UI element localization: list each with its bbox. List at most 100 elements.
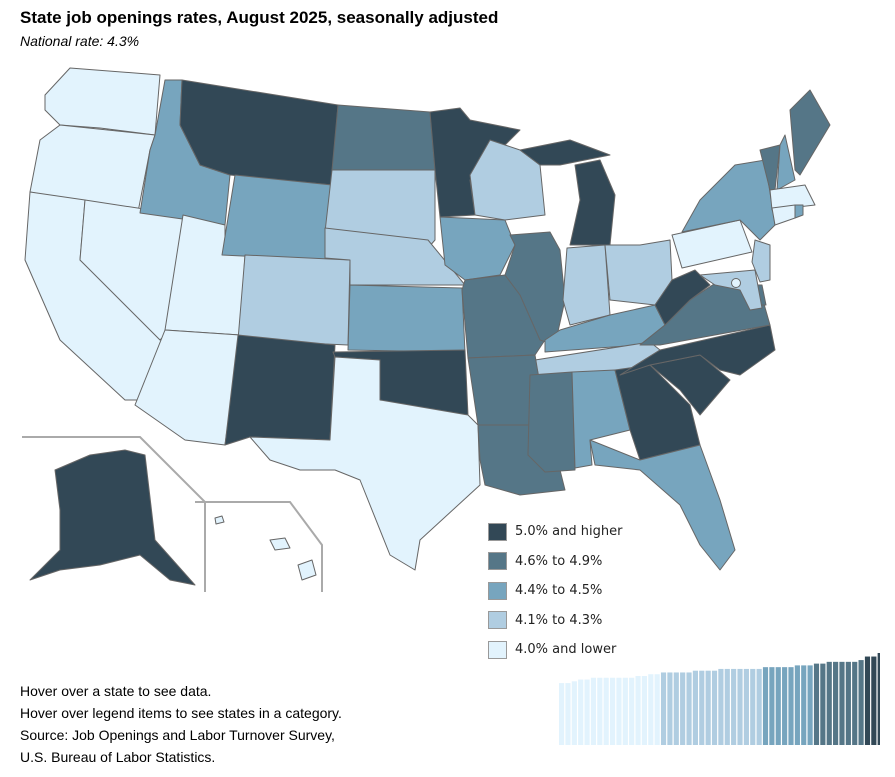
distribution-bar[interactable] [629, 677, 635, 745]
distribution-bar[interactable] [597, 677, 603, 745]
note-source: Source: Job Openings and Labor Turnover … [20, 727, 335, 743]
distribution-bar[interactable] [820, 663, 826, 745]
distribution-bar[interactable] [571, 681, 577, 745]
legend-item-4-6-to-4-9[interactable]: 4.6% to 4.9% [488, 547, 622, 577]
state-ms[interactable] [527, 371, 576, 473]
state-nm[interactable] [224, 334, 336, 446]
distribution-bar[interactable] [590, 677, 597, 745]
state-mi[interactable] [569, 159, 616, 246]
legend-item-4-0-and-lower[interactable]: 4.0% and lower [488, 635, 622, 665]
distribution-bar[interactable] [692, 670, 698, 745]
distribution-bar[interactable] [839, 661, 845, 745]
distribution-bar[interactable] [813, 663, 820, 745]
distribution-bar[interactable] [559, 683, 565, 745]
distribution-bar[interactable] [762, 667, 769, 745]
state-wi[interactable] [469, 139, 546, 221]
state-nd[interactable] [331, 104, 436, 171]
distribution-bar[interactable] [845, 661, 851, 745]
state-mn[interactable] [429, 107, 521, 218]
state-md[interactable] [699, 269, 763, 311]
distribution-bar[interactable] [871, 656, 877, 745]
distribution-bar[interactable] [654, 674, 660, 745]
state-pa[interactable] [671, 219, 753, 269]
distribution-bar[interactable] [686, 672, 692, 745]
distribution-bar[interactable] [609, 677, 616, 745]
distribution-bar[interactable] [616, 677, 622, 745]
legend-label: 4.1% to 4.3% [515, 612, 603, 628]
distribution-bar[interactable] [826, 661, 832, 745]
distribution-bar[interactable] [833, 661, 839, 745]
state-ri[interactable] [794, 204, 804, 219]
state-wy[interactable] [221, 174, 333, 261]
distribution-bar[interactable] [858, 660, 864, 745]
distribution-bar[interactable] [750, 668, 756, 745]
distribution-bar[interactable] [718, 668, 724, 745]
distribution-bar[interactable] [711, 670, 718, 745]
distribution-bar[interactable] [641, 676, 648, 745]
state-me[interactable] [789, 89, 831, 176]
distribution-bar[interactable] [622, 677, 628, 745]
map-title: State job openings rates, August 2025, s… [20, 8, 499, 27]
state-ma[interactable] [769, 184, 816, 211]
distribution-bar[interactable] [578, 679, 584, 745]
distribution-bar[interactable] [565, 683, 571, 745]
state-nh[interactable] [776, 134, 796, 191]
legend-label: 4.4% to 4.5% [515, 583, 603, 599]
distribution-bar[interactable] [782, 667, 788, 745]
state-fl[interactable] [589, 439, 736, 571]
distribution-bar[interactable] [648, 674, 654, 745]
inset-frame [22, 436, 206, 592]
state-tx[interactable] [249, 356, 481, 571]
legend-item-5-0-and-higher[interactable]: 5.0% and higher [488, 517, 622, 547]
notes: Hover over a state to see data. Hover ov… [20, 680, 342, 768]
legend: 5.0% and higher 4.6% to 4.9% 4.4% to 4.5… [488, 517, 622, 665]
distribution-bar[interactable] [603, 677, 609, 745]
state-ks[interactable] [347, 284, 466, 353]
distribution-bar[interactable] [794, 665, 800, 745]
distribution-bar[interactable] [660, 672, 667, 745]
state-wa[interactable] [44, 67, 161, 136]
distribution-bar[interactable] [756, 668, 762, 745]
distribution-bar[interactable] [705, 670, 711, 745]
state-in[interactable] [562, 244, 611, 326]
note-source-agency: U.S. Bureau of Labor Statistics. [20, 749, 216, 765]
distribution-bar[interactable] [775, 667, 781, 745]
distribution-bar[interactable] [731, 668, 737, 745]
state-hi[interactable] [214, 515, 225, 525]
distribution-bar[interactable] [673, 672, 679, 745]
legend-item-4-1-to-4-3[interactable]: 4.1% to 4.3% [488, 606, 622, 636]
distribution-bar[interactable] [864, 656, 871, 745]
state-dc[interactable] [731, 278, 741, 288]
distribution-bar[interactable] [877, 653, 880, 745]
state-nc[interactable] [619, 324, 776, 376]
state-co[interactable] [237, 254, 351, 346]
state-nj[interactable] [751, 239, 771, 283]
legend-label: 4.6% to 4.9% [515, 553, 603, 569]
distribution-bar[interactable] [680, 672, 686, 745]
distribution-bar[interactable] [724, 668, 730, 745]
distribution-bar[interactable] [769, 667, 775, 745]
distribution-bar[interactable] [635, 676, 641, 745]
state-ct[interactable] [771, 204, 796, 226]
state-ak[interactable] [29, 449, 196, 586]
distribution-bar[interactable] [807, 665, 813, 745]
state-hi[interactable] [297, 559, 317, 581]
distribution-bar[interactable] [737, 668, 743, 745]
legend-swatch [488, 581, 507, 600]
distribution-bar[interactable] [801, 665, 807, 745]
note-hover-legend: Hover over legend items to see states in… [20, 705, 342, 721]
state-mi[interactable] [519, 139, 611, 166]
legend-swatch [488, 611, 507, 630]
legend-swatch [488, 640, 507, 659]
state-hi[interactable] [269, 537, 291, 551]
distribution-bars [559, 653, 880, 745]
state-wv[interactable] [654, 269, 711, 326]
distribution-bar[interactable] [584, 679, 590, 745]
distribution-bar[interactable] [667, 672, 673, 745]
distribution-bar[interactable] [852, 661, 858, 745]
us-state-map [22, 67, 831, 592]
distribution-bar[interactable] [699, 670, 705, 745]
distribution-bar[interactable] [743, 668, 749, 745]
legend-item-4-4-to-4-5[interactable]: 4.4% to 4.5% [488, 576, 622, 606]
distribution-bar[interactable] [788, 667, 794, 745]
